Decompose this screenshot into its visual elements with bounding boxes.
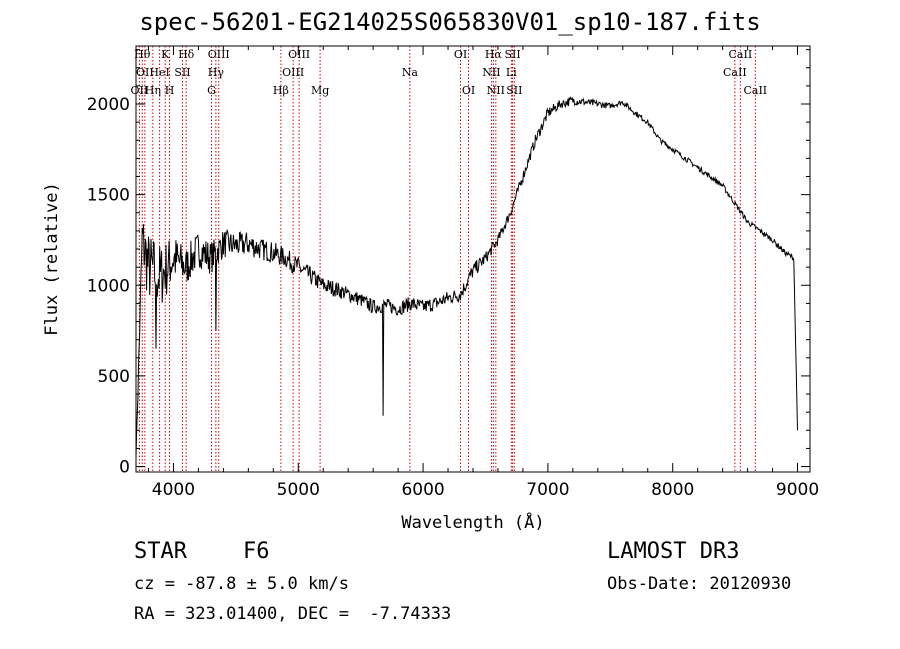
line-label: Hη [145,84,161,97]
y-tick-label: 1000 [87,276,130,296]
line-label: OII [136,66,154,79]
line-label: Hγ [208,66,225,79]
line-label: Li [506,66,517,79]
object-subclass: F6 [243,539,270,564]
line-label: OII [131,84,149,97]
line-label: CaII [729,48,753,61]
line-label: Hδ [178,48,195,61]
y-tick-label: 500 [98,367,130,387]
line-label: CaII [723,66,747,79]
spectrum-line [135,96,798,458]
line-label: OIII [208,48,230,61]
axis-ticks: 4000 5000 6000 7000 8000 9000 0 500 1000 1500 2000 [87,46,819,500]
line-label: K [161,48,170,61]
obs-date: Obs-Date: 20120930 [607,574,792,594]
y-tick-label: 2000 [87,95,130,115]
y-tick-label: 1500 [87,186,130,206]
line-label: OIII [282,66,304,79]
ra-dec: RA = 323.01400, DEC = -7.74333 [134,604,452,624]
redshift-cz: cz = -87.8 ± 5.0 km/s [134,574,349,594]
line-label: SII [504,48,520,61]
line-label: Mg [311,84,329,97]
line-label: H [165,84,175,97]
line-label: Hθ [134,48,151,61]
line-label: NII [482,66,500,79]
x-tick-label: 4000 [152,480,195,500]
x-tick-label: 9000 [776,480,819,500]
line-label: SII [506,84,522,97]
object-class: STAR [134,539,187,564]
line-label: NII [487,84,505,97]
x-tick-label: 5000 [277,480,320,500]
x-tick-label: 8000 [651,480,694,500]
plot-frame [135,45,811,473]
line-label: Hα [485,48,503,61]
line-label: OIII [288,48,310,61]
line-label: CaII [743,84,767,97]
line-label: Na [402,66,419,79]
y-axis-label: Flux (relative) [42,182,62,336]
x-tick-label: 6000 [401,480,444,500]
survey-name: LAMOST DR3 [607,539,740,564]
x-axis-label: Wavelength (Å) [401,511,544,533]
line-label: OI [454,48,467,61]
x-tick-label: 7000 [526,480,569,500]
line-markers [138,46,756,472]
line-label: SII [174,66,190,79]
y-tick-label: 0 [119,458,130,478]
line-label: Hβ [273,84,289,97]
line-labels: OIIHθOIIHηHeIKHSIIHδGHγOIIIHβOIIIOIIIMgN… [131,48,768,97]
line-label: G [207,84,216,97]
line-label: OI [462,84,475,97]
line-label: HeI [149,66,169,79]
page-title: spec-56201-EG214025S065830V01_sp10-187.f… [139,8,761,36]
